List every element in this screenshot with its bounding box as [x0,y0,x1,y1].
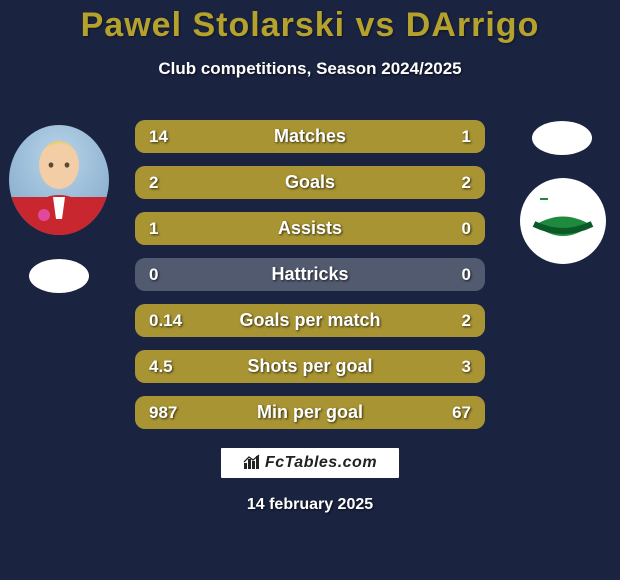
subtitle: Club competitions, Season 2024/2025 [0,59,620,79]
stat-label: Goals [135,166,485,199]
brand-badge: FcTables.com [221,448,399,478]
stat-row: 10Assists [135,212,485,245]
stat-row: 141Matches [135,120,485,153]
stat-row: 22Goals [135,166,485,199]
stat-row: 98767Min per goal [135,396,485,429]
date-text: 14 february 2025 [0,496,620,514]
stat-label: Hattricks [135,258,485,291]
page-title: Pawel Stolarski vs DArrigo [0,0,620,45]
brand-text: FcTables.com [265,454,377,471]
stat-label: Shots per goal [135,350,485,383]
player-right-flag [532,121,592,155]
player-left-avatar [9,125,109,235]
player-left-flag [29,259,89,293]
stat-row: 4.53Shots per goal [135,350,485,383]
chart-icon [243,454,261,470]
stat-row: 0.142Goals per match [135,304,485,337]
stat-row: 00Hattricks [135,258,485,291]
player-right-club-logo [520,178,606,264]
stats-container: 141Matches 22Goals 10Assists 00Hattricks 0.1… [135,120,485,442]
stat-label: Assists [135,212,485,245]
stat-label: Min per goal [135,396,485,429]
stat-label: Matches [135,120,485,153]
stat-label: Goals per match [135,304,485,337]
